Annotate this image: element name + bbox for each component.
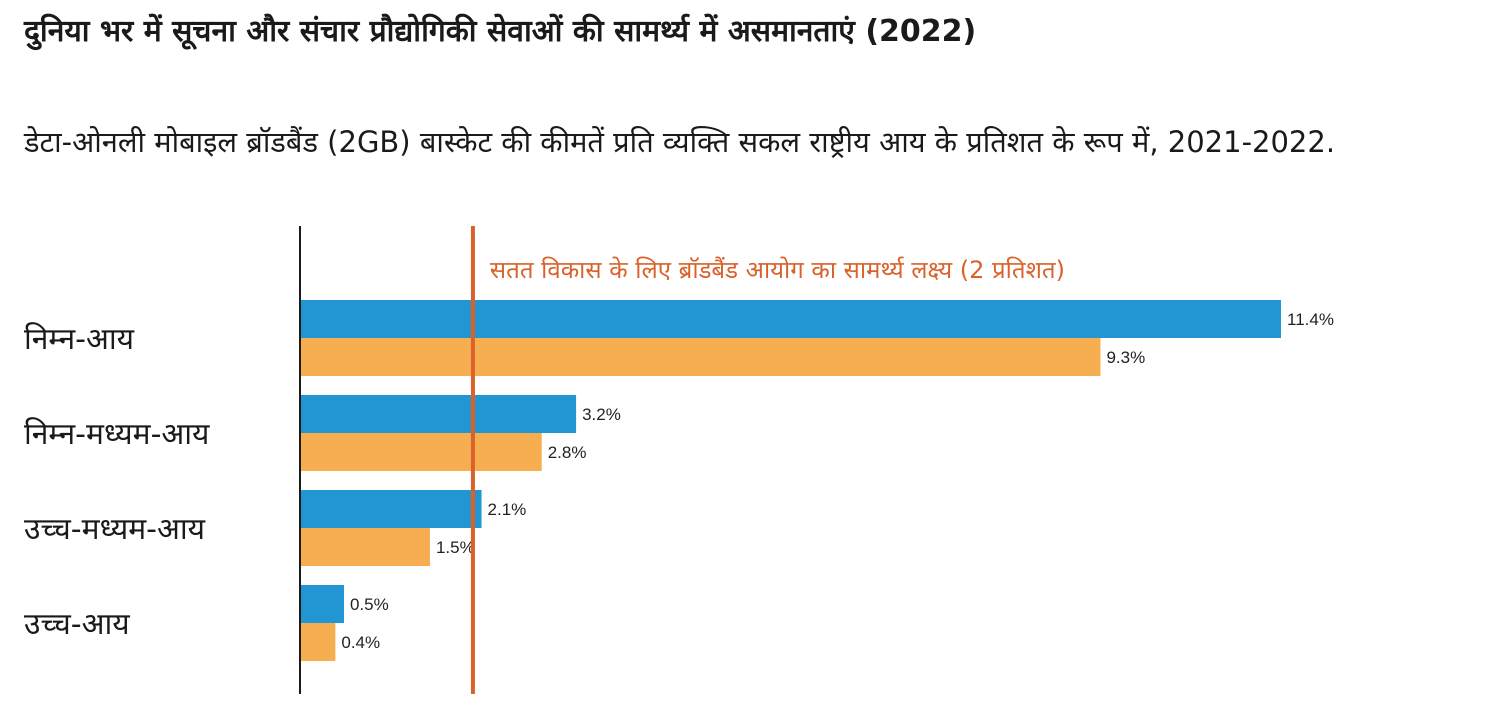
- value-label: 0.4%: [341, 633, 380, 652]
- category-label: उच्च-आय: [24, 607, 130, 642]
- value-label: 2.1%: [488, 500, 527, 519]
- bar: [301, 585, 344, 623]
- bar: [301, 395, 577, 433]
- bar: [301, 338, 1101, 376]
- value-label: 1.5%: [436, 538, 475, 557]
- chart-subtitle: डेटा-ओनली मोबाइल ब्रॉडबैंड (2GB) बास्केट…: [24, 125, 1336, 159]
- value-label: 11.4%: [1287, 310, 1334, 329]
- value-label: 0.5%: [350, 595, 389, 614]
- chart-title: दुनिया भर में सूचना और संचार प्रौद्योगिक…: [24, 14, 977, 49]
- category-label: निम्न-मध्यम-आय: [24, 417, 210, 452]
- value-label: 2.8%: [548, 443, 587, 462]
- bar: [301, 433, 542, 471]
- value-label: 9.3%: [1106, 348, 1145, 367]
- target-reference-label: सतत विकास के लिए ब्रॉडबैंड आयोग का सामर्…: [490, 256, 1065, 284]
- bar: [301, 490, 482, 528]
- bar: [301, 300, 1281, 338]
- bar: [301, 528, 430, 566]
- category-label: निम्न-आय: [24, 322, 135, 357]
- value-label: 3.2%: [582, 405, 621, 424]
- category-label: उच्च-मध्यम-आय: [24, 512, 206, 547]
- bar: [301, 623, 336, 661]
